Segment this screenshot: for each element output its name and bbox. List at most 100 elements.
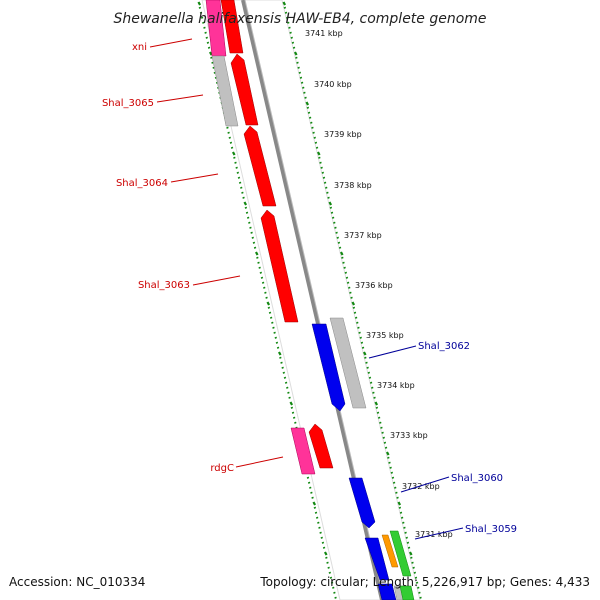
inner-ruler-tick — [272, 326, 275, 329]
inner-ruler-tick — [252, 241, 256, 244]
outer-ruler-tick — [291, 41, 295, 44]
inner-ruler-tick — [227, 131, 230, 134]
gene-bottom-blue[interactable] — [377, 583, 397, 600]
inner-ruler-tick — [203, 26, 206, 29]
kbp-label: 3734 kbp — [377, 381, 415, 390]
kbp-label: 3735 kbp — [366, 331, 404, 340]
gene-shal-3060[interactable] — [348, 477, 376, 529]
outer-ruler-tick — [357, 326, 360, 329]
outer-ruler-tick — [296, 61, 299, 64]
outer-ruler-tick — [289, 31, 292, 34]
outer-ruler-tick — [283, 6, 287, 9]
outer-ruler-tick — [404, 531, 407, 534]
leader-shal-3062 — [368, 345, 417, 359]
inner-ruler-tick — [332, 586, 335, 589]
gene-label-leaders — [149, 38, 464, 540]
leader-rdgc — [235, 456, 284, 468]
outer-ruler-tick — [343, 266, 346, 269]
outer-ruler-tick — [315, 146, 319, 149]
outer-ruler-tick — [328, 201, 333, 206]
outer-ruler-tick — [380, 426, 383, 429]
inner-ruler-tick — [208, 51, 213, 56]
outer-ruler-tick — [333, 221, 336, 224]
outer-ruler-tick — [305, 101, 310, 106]
inner-ruler-tick — [213, 71, 217, 74]
outer-ruler-tick — [302, 86, 305, 89]
outer-ruler-tick — [356, 321, 359, 324]
inner-ruler-tick — [286, 386, 289, 389]
gene-shal-3064[interactable] — [243, 125, 277, 207]
gene-label-rdgc[interactable]: rdgC — [210, 463, 234, 474]
gene-label-shal-3063[interactable]: Shal_3063 — [138, 280, 190, 291]
outer-ruler-tick — [414, 576, 418, 579]
outer-ruler-tick — [284, 11, 288, 14]
inner-ruler-tick — [245, 211, 249, 214]
inner-ruler-tick — [238, 181, 242, 184]
outer-ruler-tick — [383, 441, 387, 444]
inner-ruler-tick — [211, 61, 214, 64]
kbp-label: 3732 kbp — [402, 482, 440, 491]
outer-ruler-tick — [396, 496, 399, 499]
outer-ruler-tick — [371, 386, 374, 389]
gene-label-shal-3060[interactable]: Shal_3060 — [451, 473, 503, 484]
outer-ruler-tick — [368, 376, 372, 379]
topology-summary: Topology: circular; Length: 5,226,917 bp… — [259, 575, 590, 589]
inner-ruler-tick — [327, 566, 330, 569]
gene-label-xni[interactable]: xni — [132, 42, 147, 53]
inner-ruler-tick — [306, 476, 310, 479]
gene-shal-3065[interactable] — [230, 53, 259, 126]
gene-xni[interactable] — [220, 0, 244, 54]
inner-ruler-tick — [277, 351, 282, 356]
outer-ruler-tick — [295, 56, 298, 59]
gene-shal-3059[interactable] — [364, 537, 390, 581]
inner-ruler-tick — [246, 216, 250, 219]
gene-rdgc[interactable] — [308, 423, 334, 469]
outer-ruler-tick — [388, 461, 391, 464]
inner-ruler-tick — [259, 271, 263, 274]
inner-ruler-tick — [312, 501, 317, 506]
inner-ruler-tick — [319, 531, 322, 534]
gene-label-shal-3064[interactable]: Shal_3064 — [116, 178, 168, 189]
outer-ruler-tick — [346, 281, 350, 284]
gene-shal-3062[interactable] — [311, 323, 346, 412]
outer-ruler-tick — [358, 331, 361, 334]
gene-xni-rna[interactable] — [205, 0, 227, 57]
gene-label-shal-3065[interactable]: Shal_3065 — [102, 98, 154, 109]
outer-ruler-tick — [290, 36, 293, 39]
gene-labels: xni Shal_3065 Shal_3064 Shal_3063 rdgC S… — [102, 42, 517, 535]
accession-text: Accession: NC_010334 — [9, 575, 145, 589]
inner-ruler-tick — [205, 36, 208, 39]
outer-ruler-tick — [348, 286, 351, 289]
outer-ruler-tick — [341, 256, 344, 259]
outer-ruler-tick — [412, 566, 415, 569]
inner-ruler-tick — [253, 246, 257, 249]
outer-ruler-tick — [287, 21, 290, 24]
outer-ruler-tick — [321, 171, 325, 174]
gene-bottom-green[interactable] — [399, 585, 415, 600]
inner-ruler-tick — [263, 286, 266, 289]
inner-ruler-tick — [258, 266, 261, 269]
outer-ruler-tick — [405, 536, 408, 539]
gene-label-shal-3059[interactable]: Shal_3059 — [465, 524, 517, 535]
leader-xni — [149, 38, 193, 48]
inner-ruler-tick — [248, 221, 251, 224]
gene-shal-3062-pseudo[interactable] — [329, 317, 367, 409]
inner-ruler-tick — [311, 496, 314, 499]
outer-ruler-tick — [360, 341, 364, 344]
gene-green[interactable] — [389, 530, 412, 577]
outer-ruler-tick — [387, 456, 390, 459]
outer-ruler-tick — [320, 166, 323, 169]
gene-shal-3063[interactable] — [260, 209, 299, 323]
kbp-label: 3737 kbp — [344, 231, 382, 240]
leader-shal-3065 — [156, 94, 204, 103]
gene-orange[interactable] — [381, 534, 399, 568]
outer-ruler-tick — [342, 261, 345, 264]
gene-rdgc-rna[interactable] — [290, 427, 316, 475]
gene-label-shal-3062[interactable]: Shal_3062 — [418, 341, 470, 352]
inner-ruler-tick — [279, 356, 282, 359]
outer-ruler-tick — [311, 126, 314, 129]
inner-ruler-tick — [329, 576, 333, 579]
gene-shal-3065-pseudo[interactable] — [211, 55, 239, 127]
inner-ruler-tick — [325, 556, 328, 559]
